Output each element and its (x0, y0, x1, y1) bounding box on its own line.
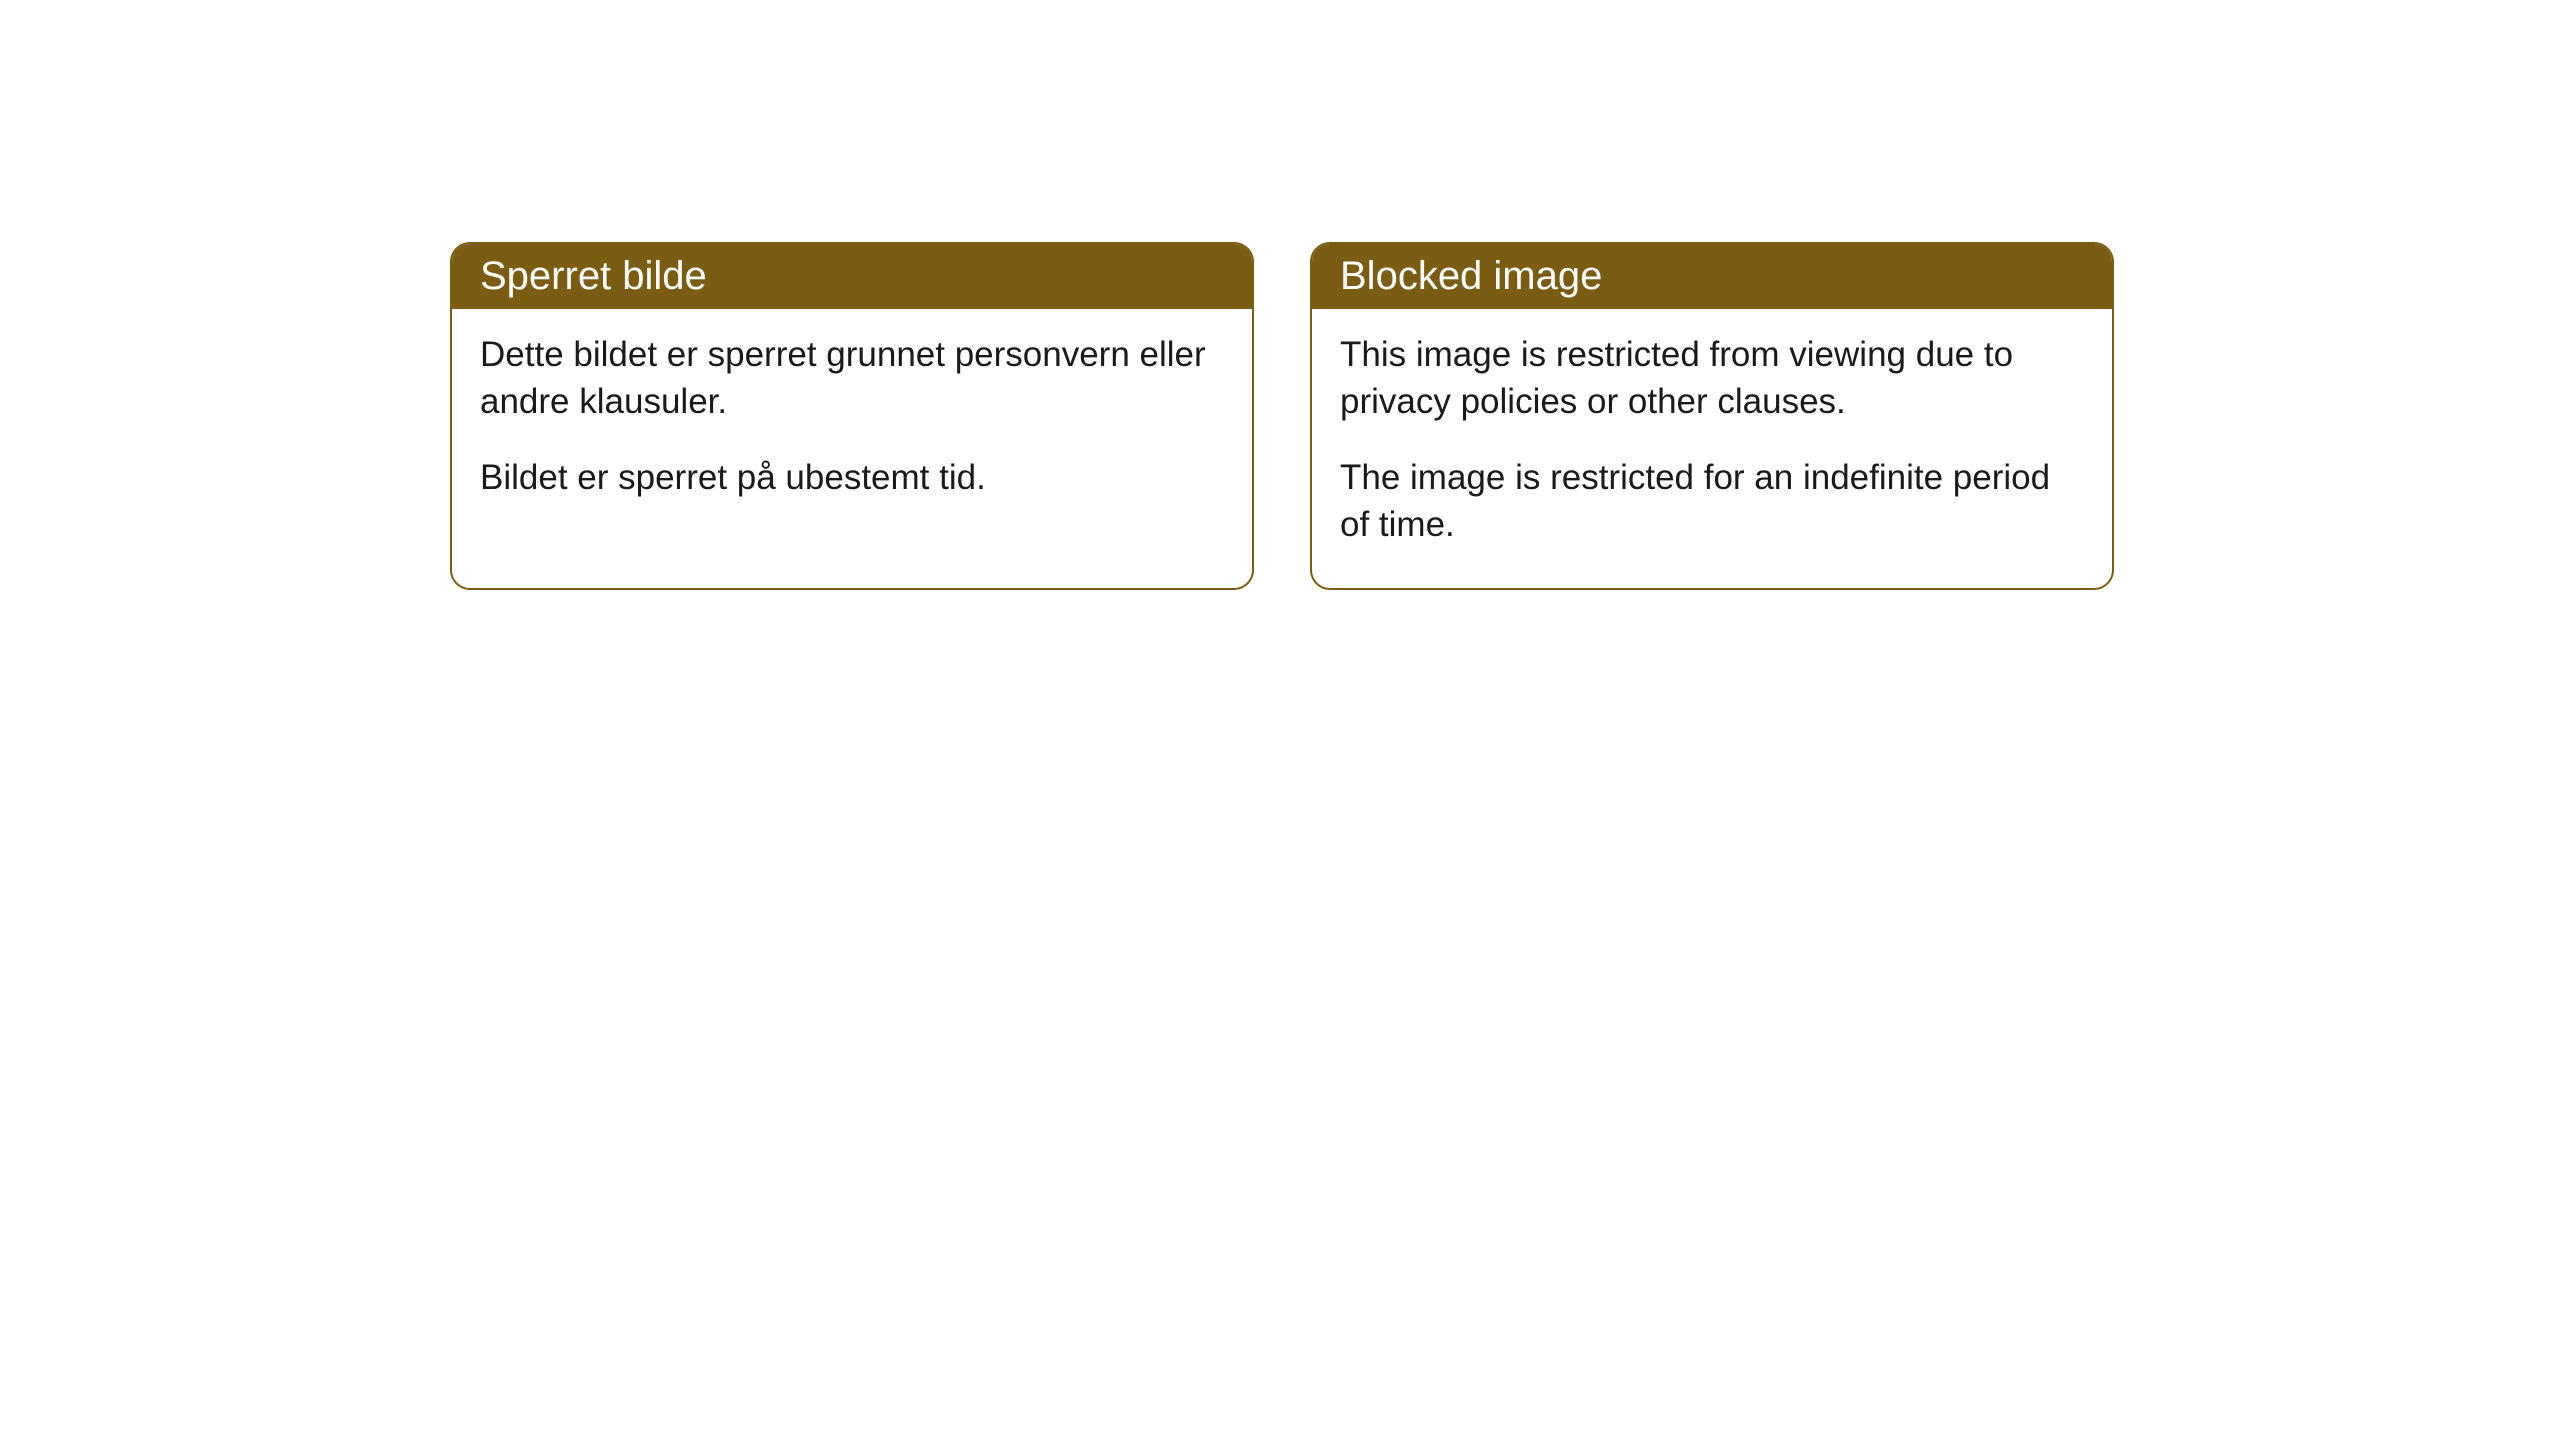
card-header-norwegian: Sperret bilde (452, 244, 1252, 309)
blocked-image-card-english: Blocked image This image is restricted f… (1310, 242, 2114, 590)
card-paragraph1-english: This image is restricted from viewing du… (1340, 331, 2084, 426)
card-paragraph1-norwegian: Dette bildet er sperret grunnet personve… (480, 331, 1224, 426)
card-container: Sperret bilde Dette bildet er sperret gr… (0, 0, 2560, 590)
card-title-norwegian: Sperret bilde (480, 254, 707, 298)
card-header-english: Blocked image (1312, 244, 2112, 309)
card-body-norwegian: Dette bildet er sperret grunnet personve… (452, 309, 1252, 541)
blocked-image-card-norwegian: Sperret bilde Dette bildet er sperret gr… (450, 242, 1254, 590)
card-title-english: Blocked image (1340, 254, 1602, 298)
card-paragraph2-norwegian: Bildet er sperret på ubestemt tid. (480, 454, 1224, 501)
card-body-english: This image is restricted from viewing du… (1312, 309, 2112, 588)
card-paragraph2-english: The image is restricted for an indefinit… (1340, 454, 2084, 549)
